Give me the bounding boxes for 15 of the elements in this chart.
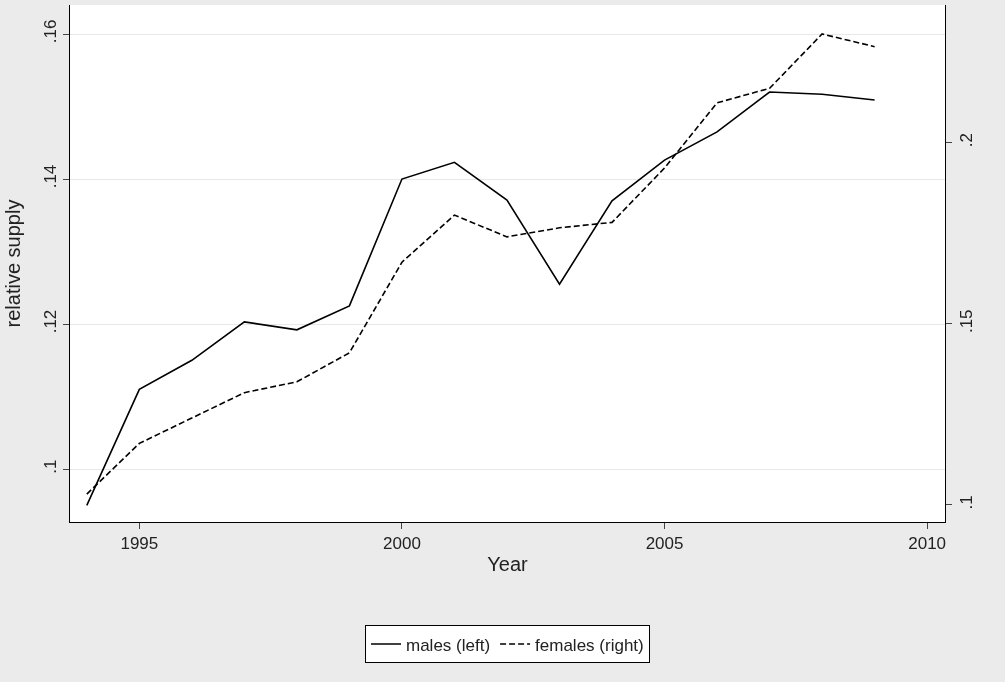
y-tick-label: .12 (41, 309, 61, 334)
x-tick-label: 1995 (120, 534, 159, 554)
y-tick-label: .14 (41, 164, 61, 189)
x-tick-label: 2000 (383, 534, 421, 554)
y-tick-label: .1 (41, 459, 61, 474)
x-tick-label: 2010 (908, 534, 947, 554)
y-tick-label: .16 (41, 19, 61, 44)
y2-tick-label: .1 (957, 495, 977, 510)
x-tick-label: 2005 (645, 534, 684, 554)
x-axis-title: Year (487, 552, 529, 575)
y2-tick-label: .2 (957, 133, 977, 148)
legend-label: males (left) (406, 635, 491, 655)
y2-tick-label: .15 (957, 309, 977, 334)
y-axis-title: relative supply (2, 199, 24, 328)
legend-label: females (right) (535, 635, 644, 655)
